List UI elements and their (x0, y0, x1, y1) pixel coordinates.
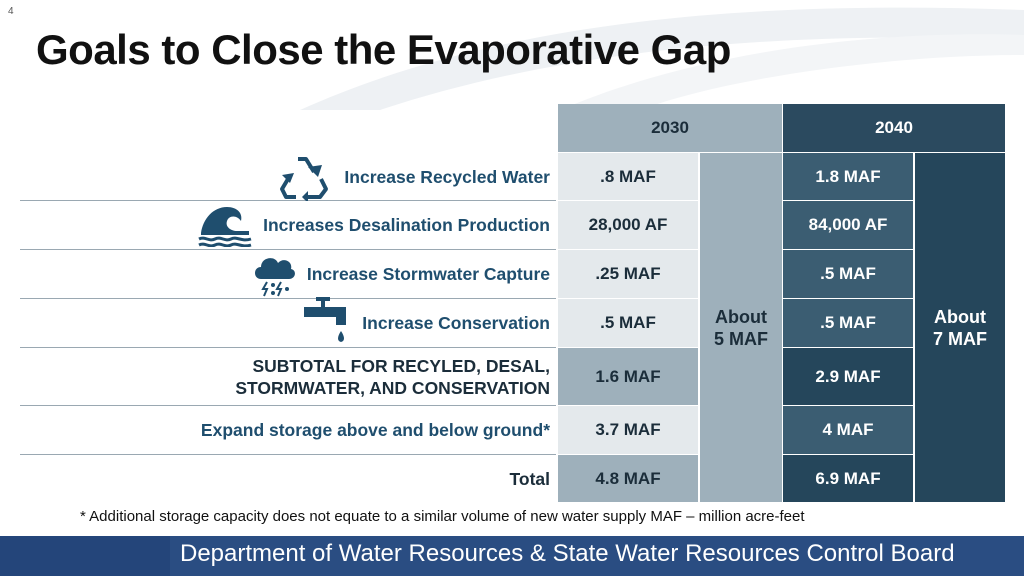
row-label-text: STORMWATER, AND CONSERVATION (235, 377, 550, 398)
row-label-text: Increase Recycled Water (344, 166, 550, 187)
about-2040-line1: About (934, 306, 986, 327)
header-2040: 2040 (783, 104, 1005, 152)
row-label-subtotal: SUBTOTAL FOR RECYLED, DESAL, STORMWATER,… (20, 348, 550, 405)
row-divider (20, 347, 556, 348)
footnote: * Additional storage capacity does not e… (80, 508, 805, 525)
cell-2040-recycled: 1.8 MAF (783, 153, 913, 200)
row-label-text: Increase Conservation (362, 313, 550, 333)
footer-accent (0, 536, 170, 576)
row-divider (20, 454, 556, 455)
row-label-desalination: Increases Desalination Production (20, 201, 550, 249)
row-divider (20, 405, 556, 406)
row-divider (20, 249, 556, 250)
cell-2040-conservation: .5 MAF (783, 299, 913, 347)
cell-2030-storage: 3.7 MAF (558, 406, 698, 454)
row-label-text: SUBTOTAL FOR RECYLED, DESAL, (252, 355, 550, 376)
footer-bar: Department of Water Resources & State Wa… (0, 536, 1024, 576)
about-2040: About 7 MAF (915, 153, 1005, 502)
recycle-icon (278, 153, 334, 201)
about-2040-line2: 7 MAF (933, 328, 987, 349)
row-label-storage: Expand storage above and below ground* (20, 406, 550, 454)
row-label-recycled-water: Increase Recycled Water (20, 153, 550, 201)
page-title: Goals to Close the Evaporative Gap (36, 26, 731, 73)
row-divider (20, 200, 556, 201)
row-label-text: Total (509, 468, 550, 489)
row-label-conservation: Increase Conservation (20, 297, 550, 347)
cell-2040-storage: 4 MAF (783, 406, 913, 454)
row-label-text: Increase Stormwater Capture (306, 264, 550, 284)
page-number: 4 (8, 6, 14, 17)
cell-2030-stormwater: .25 MAF (558, 250, 698, 298)
about-2030: About 5 MAF (700, 153, 782, 502)
cell-2040-total: 6.9 MAF (783, 455, 913, 502)
footer-text: Department of Water Resources & State Wa… (180, 540, 955, 567)
cell-2040-stormwater: .5 MAF (783, 250, 913, 298)
cell-2030-recycled: .8 MAF (558, 153, 698, 200)
faucet-icon (302, 295, 352, 345)
row-label-text: Expand storage above and below ground* (200, 420, 550, 440)
about-2030-line2: 5 MAF (714, 328, 768, 349)
storm-cloud-icon (251, 251, 297, 297)
cell-2040-subtotal: 2.9 MAF (783, 348, 913, 405)
cell-2030-conservation: .5 MAF (558, 299, 698, 347)
cell-2030-total: 4.8 MAF (558, 455, 698, 502)
row-label-stormwater: Increase Stormwater Capture (20, 250, 550, 298)
header-2030: 2030 (558, 104, 782, 152)
about-2030-line1: About (715, 306, 767, 327)
cell-2030-subtotal: 1.6 MAF (558, 348, 698, 405)
row-divider (20, 298, 556, 299)
row-label-text: Increases Desalination Production (263, 215, 550, 235)
row-label-total: Total (20, 455, 550, 502)
wave-icon (197, 203, 253, 247)
cell-2030-desal: 28,000 AF (558, 201, 698, 249)
cell-2040-desal: 84,000 AF (783, 201, 913, 249)
